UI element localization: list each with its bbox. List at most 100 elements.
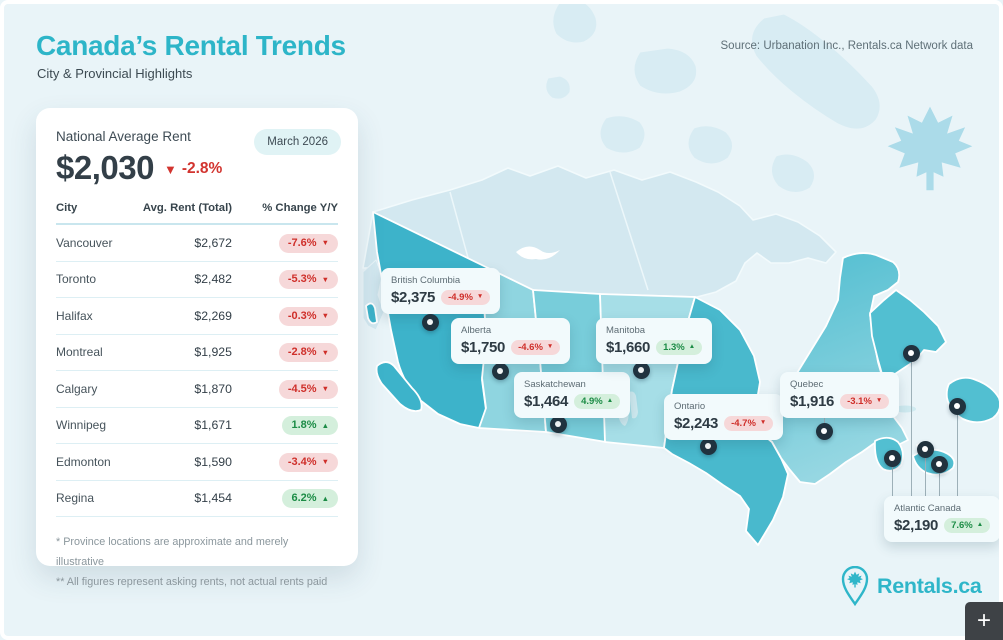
city-rent-table: City Avg. Rent (Total) % Change Y/Y Vanc…	[56, 202, 338, 517]
table-row: Toronto $2,482 -5.3%	[56, 262, 338, 298]
leader-line-atl-ns	[938, 470, 940, 498]
province-card-quebec: Quebec $1,916 -3.1%	[780, 372, 900, 418]
province-change-badge: 4.9%	[574, 393, 621, 410]
table-row: Calgary $1,870 -4.5%	[56, 371, 338, 408]
footnotes: * Province locations are approximate and…	[56, 533, 338, 593]
marker-british-columbia	[421, 313, 439, 331]
national-summary-card: National Average Rent March 2026 $2,030 …	[36, 108, 358, 588]
province-name: Manitoba	[606, 325, 646, 336]
city-name: Regina	[56, 491, 95, 506]
city-name: Toronto	[56, 272, 97, 287]
leader-line-atl-lab	[910, 360, 912, 498]
table-row: Vancouver $2,672 -7.6%	[56, 225, 338, 262]
province-rent: $2,375	[391, 289, 436, 306]
province-change-badge: 7.6%	[944, 517, 991, 534]
footnote-1: * Province locations are approximate and…	[56, 536, 289, 568]
province-name: Saskatchewan	[524, 379, 586, 390]
marker-manitoba	[632, 361, 650, 379]
city-rent: $1,671	[194, 418, 232, 433]
province-card-british-columbia: British Columbia $2,375 -4.9%	[381, 268, 501, 314]
city-change-badge: 1.8%	[282, 416, 338, 436]
page-title: Canada’s Rental Trends	[36, 30, 346, 61]
city-change-badge: -4.5%	[278, 379, 338, 399]
province-name: Quebec	[790, 379, 824, 390]
province-name: British Columbia	[391, 275, 461, 286]
province-card-manitoba: Manitoba $1,660 1.3%	[596, 318, 713, 364]
column-header-rent: Avg. Rent (Total)	[142, 202, 232, 214]
city-change-badge: -7.6%	[278, 233, 338, 253]
national-average-label: National Average Rent	[56, 129, 191, 144]
table-row: Winnipeg $1,671 1.8%	[56, 408, 338, 444]
marker-pei	[916, 440, 934, 458]
city-rent: $1,870	[194, 381, 232, 396]
expand-button[interactable]: +	[965, 602, 1003, 640]
down-triangle-icon	[164, 163, 177, 176]
marker-saskatchewan	[549, 415, 567, 433]
marker-nova-scotia	[930, 455, 948, 473]
province-card-saskatchewan: Saskatchewan $1,464 4.9%	[514, 372, 631, 418]
province-name: Alberta	[461, 325, 492, 336]
page-subtitle: City & Provincial Highlights	[37, 66, 193, 81]
city-name: Edmonton	[56, 454, 111, 469]
marker-alberta	[491, 362, 509, 380]
province-name: Ontario	[674, 401, 706, 412]
marker-quebec	[815, 422, 833, 440]
period-badge: March 2026	[254, 129, 341, 155]
marker-ontario	[699, 437, 717, 455]
province-rent: $2,243	[674, 415, 719, 432]
city-name: Halifax	[56, 308, 93, 323]
goose-icon	[516, 246, 560, 260]
table-row: Edmonton $1,590 -3.4%	[56, 444, 338, 481]
leader-line-atl-pei	[924, 456, 926, 498]
province-change-badge: 1.3%	[656, 339, 703, 356]
province-rent: $1,916	[790, 393, 835, 410]
city-change-badge: -5.3%	[278, 270, 338, 290]
city-rent: $1,454	[194, 491, 232, 506]
city-name: Calgary	[56, 381, 98, 396]
leader-line-atl-nl	[956, 413, 958, 498]
city-rent: $1,590	[194, 454, 232, 469]
province-rent: $1,464	[524, 393, 569, 410]
city-change-badge: -0.3%	[278, 306, 338, 326]
province-rent: $1,750	[461, 339, 506, 356]
province-card-alberta: Alberta $1,750 -4.6%	[451, 318, 571, 364]
rentals-ca-logo: Rentals.ca	[840, 566, 982, 606]
province-rent: $1,660	[606, 339, 651, 356]
table-row: Regina $1,454 6.2%	[56, 481, 338, 517]
province-change-badge: -4.7%	[724, 415, 774, 432]
city-change-badge: 6.2%	[282, 489, 338, 509]
map-pin-maple-leaf-icon	[841, 566, 869, 606]
city-change-badge: -3.4%	[278, 452, 338, 472]
column-header-change: % Change Y/Y	[262, 202, 338, 214]
footnote-2: ** All figures represent asking rents, n…	[56, 575, 328, 588]
province-change-badge: -4.6%	[511, 339, 561, 356]
map-atlantic	[869, 289, 1002, 476]
marker-newfoundland	[948, 397, 966, 415]
logo-text: Rentals.ca	[877, 573, 982, 598]
marker-labrador	[902, 344, 920, 362]
maple-leaf-icon	[887, 106, 973, 191]
city-rent: $2,672	[194, 235, 232, 250]
province-name: Atlantic Canada	[894, 503, 962, 514]
city-rent: $2,482	[194, 272, 232, 287]
national-average-value: $2,030	[56, 149, 154, 186]
province-card-ontario: Ontario $2,243 -4.7%	[664, 394, 784, 440]
province-change-badge: -3.1%	[840, 393, 890, 410]
table-header: City Avg. Rent (Total) % Change Y/Y	[56, 202, 338, 225]
column-header-city: City	[56, 202, 78, 214]
national-change: -2.8%	[181, 160, 223, 177]
province-card-atlantic-canada: Atlantic Canada $2,190 7.6%	[884, 496, 1001, 542]
city-name: Winnipeg	[56, 418, 107, 433]
source-note: Source: Urbanation Inc., Rentals.ca Netw…	[720, 40, 974, 52]
map-arctic-islands	[545, 0, 881, 193]
city-change-badge: -2.8%	[278, 343, 338, 363]
leader-line-atl-nb	[891, 464, 893, 498]
table-row: Montreal $1,925 -2.8%	[56, 335, 338, 371]
table-row: Halifax $2,269 -0.3%	[56, 298, 338, 335]
province-change-badge: -4.9%	[441, 289, 491, 306]
marker-new-brunswick	[883, 449, 901, 467]
city-name: Montreal	[56, 345, 103, 360]
city-rent: $2,269	[194, 308, 232, 323]
city-name: Vancouver	[56, 235, 113, 250]
